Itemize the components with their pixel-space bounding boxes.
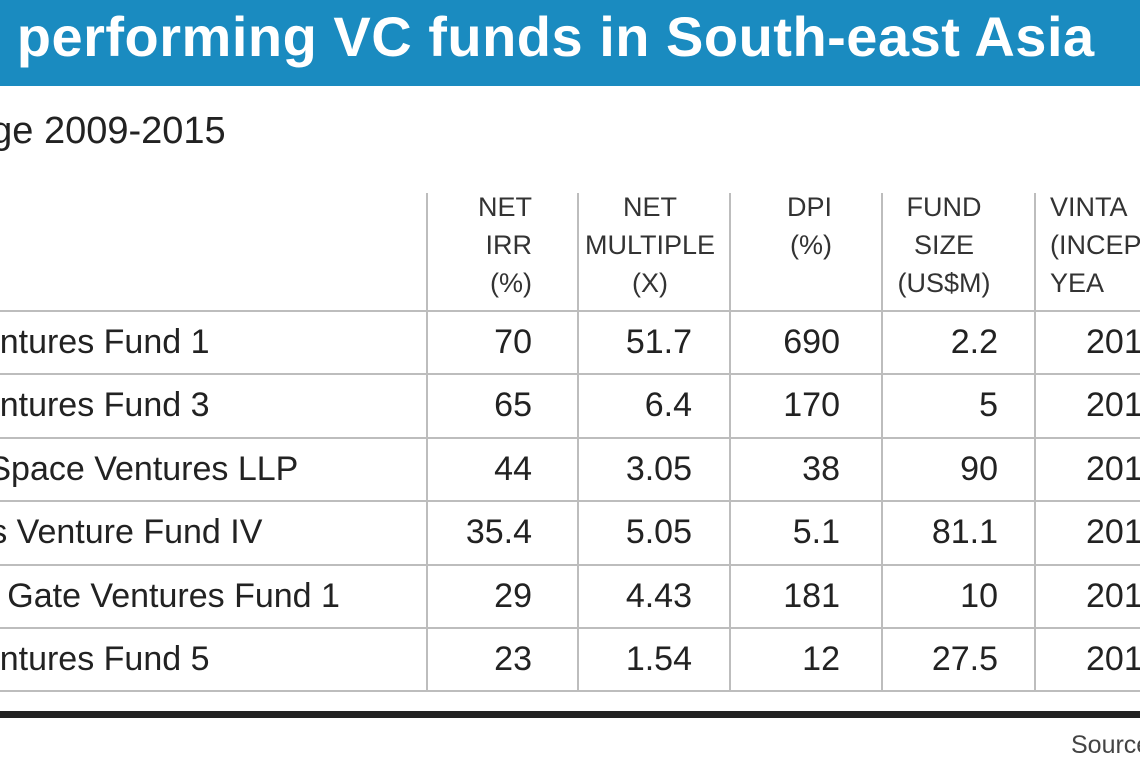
dpi-cell: 170	[783, 386, 840, 424]
fund-name-cell: Ventures Fund 5	[0, 640, 210, 678]
vintage-cell: 201	[1086, 450, 1140, 488]
fund-size-cell: 90	[960, 450, 998, 488]
fund-name-cell: en Gate Ventures Fund 1	[0, 577, 340, 615]
net-irr-cell: 35.4	[465, 513, 532, 551]
vintage-cell: 201	[1086, 386, 1140, 424]
row-divider	[0, 373, 1140, 375]
net-irr-cell: 29	[494, 577, 532, 615]
column-header-net-multiple: NET MULTIPLE (X)	[584, 192, 716, 298]
table-row: Ventures Fund 1 70 51.7 690 2.2 201	[0, 311, 1140, 374]
table-row: en Gate Ventures Fund 1 29 4.43 181 10 2…	[0, 565, 1140, 628]
title-banner: o performing VC funds in South-east Asia	[0, 0, 1140, 86]
net-irr-cell: 23	[494, 640, 532, 678]
fund-name-cell: Ventures Fund 3	[0, 386, 210, 424]
net-multiple-cell: 5.05	[625, 513, 692, 551]
net-multiple-cell: 51.7	[625, 323, 692, 361]
net-multiple-cell: 3.05	[625, 450, 692, 488]
column-header-dpi: DPI (%)	[786, 192, 832, 260]
fund-name-cell: ers Venture Fund IV	[0, 513, 263, 551]
row-divider	[0, 310, 1140, 312]
page-subtitle: age 2009-2015	[0, 110, 226, 152]
dpi-cell: 181	[783, 577, 840, 615]
row-divider	[0, 627, 1140, 629]
net-irr-cell: 70	[494, 323, 532, 361]
row-divider	[0, 690, 1140, 692]
column-header-net-irr: NET IRR (%)	[478, 192, 532, 298]
row-divider	[0, 500, 1140, 502]
bottom-rule	[0, 711, 1140, 718]
net-irr-cell: 65	[494, 386, 532, 424]
column-divider	[881, 193, 883, 690]
dpi-cell: 690	[783, 323, 840, 361]
fund-size-cell: 5	[979, 386, 998, 424]
table-row: ers Venture Fund IV 35.4 5.05 5.1 81.1 2…	[0, 501, 1140, 564]
vintage-cell: 201	[1086, 513, 1140, 551]
row-divider	[0, 437, 1140, 439]
table-row: Ventures Fund 3 65 6.4 170 5 201	[0, 374, 1140, 437]
vintage-cell: 201	[1086, 640, 1140, 678]
vintage-cell: 201	[1086, 577, 1140, 615]
net-irr-cell: 44	[494, 450, 532, 488]
net-multiple-cell: 6.4	[644, 386, 692, 424]
net-multiple-cell: 1.54	[625, 640, 692, 678]
column-divider	[577, 193, 579, 690]
source-note: Source	[1071, 731, 1140, 759]
fund-size-cell: 10	[960, 577, 998, 615]
column-header-fund-size: FUND SIZE (US$M)	[897, 192, 991, 298]
row-divider	[0, 564, 1140, 566]
vintage-cell: 201	[1086, 323, 1140, 361]
column-header-vintage: VINTA (INCEPT YEA	[1050, 192, 1140, 298]
fund-size-cell: 2.2	[950, 323, 998, 361]
column-divider	[426, 193, 428, 690]
dpi-cell: 5.1	[792, 513, 840, 551]
net-multiple-cell: 4.43	[625, 577, 692, 615]
table-row: n Space Ventures LLP 44 3.05 38 90 201	[0, 438, 1140, 501]
fund-size-cell: 81.1	[931, 513, 998, 551]
fund-size-cell: 27.5	[931, 640, 998, 678]
dpi-cell: 38	[802, 450, 840, 488]
dpi-cell: 12	[802, 640, 840, 678]
fund-name-cell: Ventures Fund 1	[0, 323, 210, 361]
column-divider	[729, 193, 731, 690]
column-divider	[1034, 193, 1036, 690]
fund-name-cell: n Space Ventures LLP	[0, 450, 299, 488]
page-title: o performing VC funds in South-east Asia	[0, 5, 1095, 68]
table-row: Ventures Fund 5 23 1.54 12 27.5 201	[0, 628, 1140, 691]
